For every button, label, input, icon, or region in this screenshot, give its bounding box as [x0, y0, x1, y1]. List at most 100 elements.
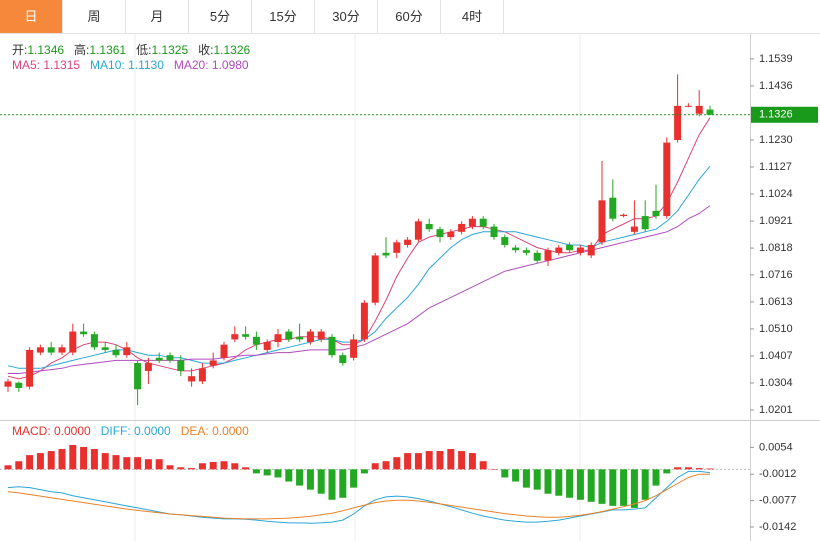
candle-body [306, 331, 314, 343]
candle-body [684, 105, 692, 107]
macd-bar [112, 455, 120, 470]
candle-body [4, 381, 12, 387]
info-label: 低: [136, 43, 152, 57]
candle-body [458, 223, 466, 232]
macd-bar [306, 469, 314, 490]
candle-body [382, 252, 390, 256]
legend-entry: MACD: 0.0000 [12, 424, 91, 438]
candle-body [263, 342, 271, 350]
macd-bar [144, 459, 152, 470]
candle-body [134, 363, 142, 390]
macd-bar [566, 469, 574, 498]
timeframe-tab[interactable]: 5分 [189, 0, 252, 33]
macd-bar [296, 469, 304, 486]
macd-bar [360, 469, 368, 474]
macd-bar [468, 453, 476, 470]
y-tick-label: 1.1539 [759, 53, 793, 65]
macd-bar [695, 468, 703, 470]
macd-bar [447, 449, 455, 470]
candle-body [242, 334, 250, 337]
candle-body [663, 142, 671, 217]
candle-body [198, 368, 206, 382]
timeframe-tab[interactable]: 60分 [378, 0, 441, 33]
macd-bar [630, 469, 638, 508]
candle-body [296, 336, 304, 340]
y-tick-label: 1.0304 [759, 377, 793, 389]
macd-bar [101, 453, 109, 470]
macd-bar [15, 461, 23, 470]
macd-bar [522, 469, 530, 488]
macd-bar [188, 468, 196, 470]
timeframe-tab[interactable]: 日 [0, 0, 63, 33]
candle-body [328, 336, 336, 356]
macd-bar [555, 469, 563, 496]
macd-bar [90, 449, 98, 470]
macd-bar [339, 469, 347, 498]
candle-body [339, 355, 347, 364]
candle-body [414, 221, 422, 240]
timeframe-tab[interactable]: 30分 [315, 0, 378, 33]
candle-body [155, 357, 163, 361]
candle-body [144, 363, 152, 371]
candle-body [252, 336, 260, 345]
macd-bar [47, 451, 55, 470]
macd-bar [263, 469, 271, 476]
timeframe-tab[interactable]: 月 [126, 0, 189, 33]
macd-bar [501, 469, 509, 478]
candle-body [36, 347, 44, 353]
tab-bar: 日周月 5分 15分 30分 60分 4时 [0, 0, 820, 34]
candle-body [555, 247, 563, 253]
info-label: 开: [12, 43, 28, 57]
y-tick-label: -0.0077 [759, 495, 796, 507]
macd-bar [436, 451, 444, 470]
candle-body [706, 109, 714, 115]
candle-body [393, 242, 401, 253]
macd-bar [69, 444, 77, 470]
macd-bar [544, 469, 552, 494]
info-value: 1.1346 [27, 43, 65, 57]
candle-body [350, 339, 358, 358]
last-price-box [751, 106, 818, 123]
candle-body [80, 331, 88, 335]
macd-bar [587, 469, 595, 502]
legend-entry: MA10: 1.1130 [90, 58, 164, 72]
timeframe-tab[interactable]: 15分 [252, 0, 315, 33]
y-tick-label: 1.0201 [759, 404, 793, 416]
macd-bar [414, 453, 422, 470]
macd-bar [26, 455, 34, 470]
macd-bar [198, 463, 206, 470]
candle-body [26, 349, 34, 387]
macd-bar [706, 468, 714, 470]
legend-entry: DIFF: 0.0000 [100, 424, 171, 438]
macd-bar [663, 469, 671, 474]
y-tick-label: 1.1230 [759, 134, 793, 146]
y-tick-label: 1.1436 [759, 80, 793, 92]
legend-entry: MA20: 1.0980 [173, 58, 249, 72]
timeframe-tab[interactable]: 周 [63, 0, 126, 33]
macd-bar [155, 459, 163, 470]
candle-body [209, 360, 217, 366]
macd-bar [674, 467, 682, 470]
macd-bar [350, 469, 358, 488]
macd-bar [393, 457, 401, 470]
y-tick-label: -0.0142 [759, 521, 796, 533]
macd-bar [328, 469, 336, 500]
macd-bar [684, 467, 692, 470]
candle-body [598, 200, 606, 243]
candle-body [609, 197, 617, 219]
candle-body [58, 347, 66, 353]
y-tick-label: 1.0510 [759, 323, 793, 335]
candle-body [566, 244, 574, 251]
timeframe-tab[interactable]: 4时 [441, 0, 504, 33]
candle-body [285, 331, 293, 340]
macd-bar [274, 469, 282, 478]
legend-entry: DEA: 0.0000 [180, 424, 249, 438]
y-tick-label: 1.0818 [759, 242, 793, 254]
macd-bar [166, 465, 174, 470]
legend-entry: MA5: 1.1315 [12, 58, 81, 72]
candle-body [101, 347, 109, 350]
macd-bar [512, 469, 520, 482]
candle-body [652, 210, 660, 217]
